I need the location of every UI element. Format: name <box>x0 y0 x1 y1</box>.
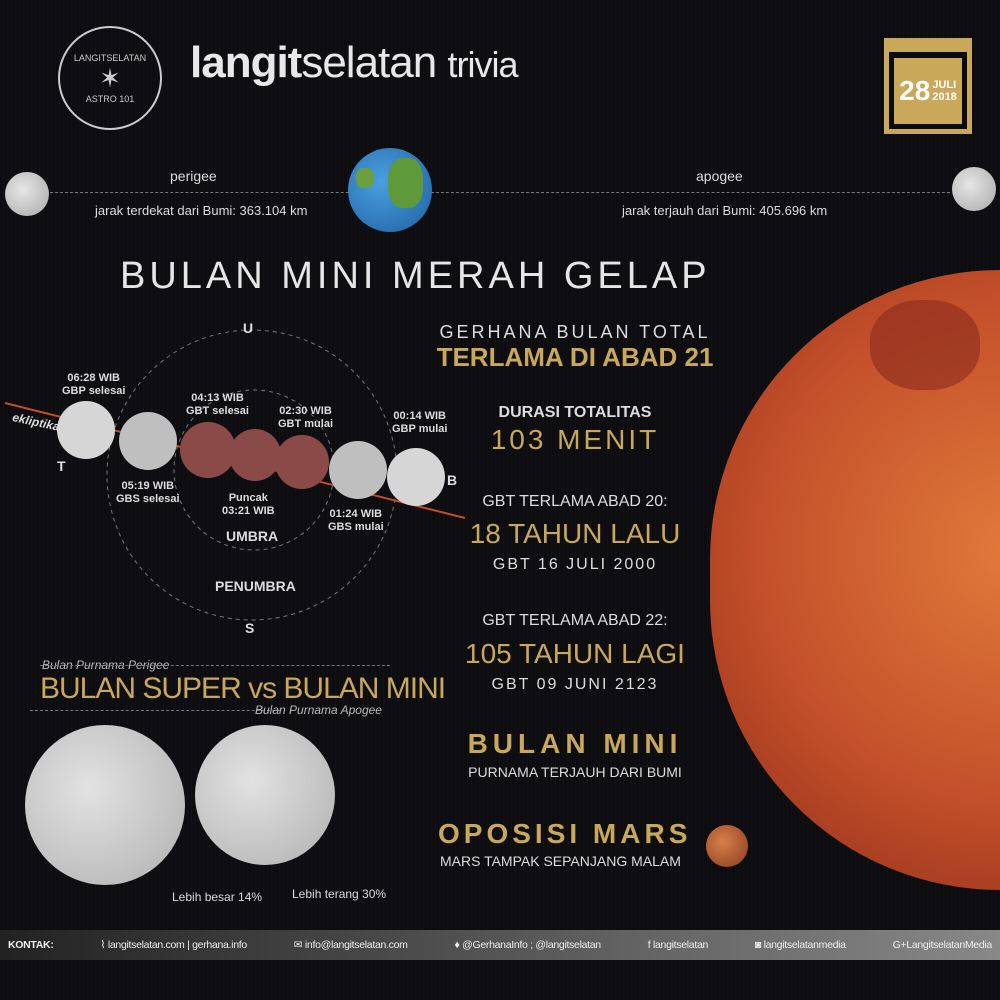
apogee-moon <box>952 167 996 211</box>
email-link[interactable]: info@langitselatan.com <box>304 939 408 951</box>
event-time: 00:14 WIB <box>393 410 446 422</box>
east-label: T <box>57 458 66 474</box>
gplus-icon: G+ <box>892 939 907 951</box>
twitter-link[interactable]: @GerhanaInfo ; @langitselatan <box>462 939 601 951</box>
fact-duration-value: 103 MENIT <box>490 424 660 455</box>
fact-20th-date: GBT 16 JULI 2000 <box>492 556 658 573</box>
moon-gbp-end <box>57 401 115 459</box>
footer-contact: KONTAK: ⌇ langitselatan.com | gerhana.in… <box>0 930 1000 960</box>
eclipse-diagram <box>4 329 466 621</box>
event-label: GBS mulai <box>328 521 384 533</box>
mail-icon: ✉ <box>293 939 305 951</box>
calendar-year: 2018 <box>932 91 957 103</box>
mars-dark-region <box>870 300 980 390</box>
moon-gbs-start <box>329 441 387 499</box>
perigee-moon <box>5 172 49 216</box>
event-label: GBP mulai <box>392 423 448 435</box>
fact-22nd-date: GBT 09 JUNI 2123 <box>491 676 659 693</box>
footer-email[interactable]: ✉ info@langitselatan.com <box>294 939 408 951</box>
twitter-icon: ♦ <box>454 939 463 951</box>
fact-22nd-value: 105 TAHUN LAGI <box>465 638 685 669</box>
west-label: B <box>447 472 458 488</box>
event-label: GBT mulai <box>278 418 334 430</box>
perigee-distance: jarak terdekat dari Bumi: 363.104 km <box>95 203 308 218</box>
perigee-label: perigee <box>170 168 217 184</box>
fact-mini-moon: BULAN MINI <box>467 728 683 759</box>
logo: LANGITSELATAN ✶ ASTRO 101 <box>58 26 162 130</box>
calendar-icon: 28 JULI 2018 <box>884 38 972 134</box>
event-time: 03:21 WIB <box>222 505 275 517</box>
bigger-label: Lebih besar 14% <box>172 890 263 904</box>
south-label: S <box>245 620 255 636</box>
footer-instagram[interactable]: ◙ langitselatanmedia <box>755 939 846 951</box>
brand-bold: langit <box>190 38 302 87</box>
web-link[interactable]: langitselatan.com | gerhana.info <box>107 939 247 951</box>
fact-longest-21st: TERLAMA DI ABAD 21 <box>436 342 714 372</box>
mars-small-icon <box>706 825 748 867</box>
moon-gbp-start <box>387 448 445 506</box>
mini-moon <box>195 725 335 865</box>
contact-label: KONTAK: <box>8 939 54 951</box>
instagram-link[interactable]: langitselatanmedia <box>763 939 846 951</box>
rss-icon: ⌇ <box>100 939 108 951</box>
event-label: GBS selesai <box>116 493 180 505</box>
brand-light: selatan <box>301 38 437 87</box>
fact-20th-label: GBT TERLAMA ABAD 20: <box>482 493 668 510</box>
brand-suffix: trivia <box>447 44 518 85</box>
footer-web[interactable]: ⌇ langitselatan.com | gerhana.info <box>100 939 247 951</box>
brighter-label: Lebih terang 30% <box>292 887 387 901</box>
event-time: 02:30 WIB <box>279 405 332 417</box>
astronomer-icon: ✶ <box>99 62 121 93</box>
compare-title: BULAN SUPER vs BULAN MINI <box>40 672 446 705</box>
apogee-distance: jarak terjauh dari Bumi: 405.696 km <box>622 203 828 218</box>
calendar-day: 28 <box>899 75 931 106</box>
divider <box>40 665 390 666</box>
divider <box>30 710 280 711</box>
apogee-caption: Bulan Purnama Apogee <box>255 703 382 717</box>
umbra-label: UMBRA <box>226 528 279 544</box>
event-time: 04:13 WIB <box>191 392 244 404</box>
earth-icon <box>348 148 432 232</box>
moon-peak <box>229 429 281 481</box>
fact-mars-desc: MARS TAMPAK SEPANJANG MALAM <box>440 853 681 869</box>
event-label: GBP selesai <box>62 385 126 397</box>
fact-duration-label: DURASI TOTALITAS <box>498 404 652 421</box>
apogee-label: apogee <box>696 168 743 184</box>
fact-total-eclipse: GERHANA BULAN TOTAL <box>439 322 711 342</box>
logo-text-bottom: ASTRO 101 <box>85 93 135 104</box>
gplus-link[interactable]: LangitselatanMedia <box>906 939 992 951</box>
moon-gbt-end <box>180 422 236 478</box>
facebook-link[interactable]: langitselatan <box>652 939 709 951</box>
moon-gbt-start <box>275 435 329 489</box>
main-title: BULAN MINI MERAH GELAP <box>120 255 711 297</box>
super-moon <box>25 725 185 885</box>
distance-line <box>50 192 950 193</box>
fact-22nd-label: GBT TERLAMA ABAD 22: <box>482 612 668 629</box>
calendar-month: JULI <box>932 79 957 91</box>
penumbra-label: PENUMBRA <box>215 578 296 594</box>
fact-mars-opposition: OPOSISI MARS <box>438 818 692 849</box>
event-label: GBT selesai <box>186 405 249 417</box>
fact-20th-value: 18 TAHUN LALU <box>469 518 681 549</box>
moon-gbs-end <box>119 412 177 470</box>
fact-mini-moon-desc: PURNAMA TERJAUH DARI BUMI <box>468 764 682 780</box>
footer-facebook[interactable]: f langitselatan <box>647 939 709 951</box>
event-label: Puncak <box>228 492 268 504</box>
footer-gplus[interactable]: G+LangitselatanMedia <box>892 939 993 951</box>
header-title: langitselatan trivia <box>190 38 518 88</box>
facebook-icon: f <box>647 939 653 951</box>
logo-text-top: LANGITSELATAN <box>73 52 147 63</box>
north-label: U <box>243 320 254 336</box>
footer-twitter[interactable]: ♦ @GerhanaInfo ; @langitselatan <box>454 939 601 951</box>
event-time: 01:24 WIB <box>329 508 383 520</box>
instagram-icon: ◙ <box>754 939 764 951</box>
event-time: 05:19 WIB <box>121 480 175 492</box>
event-time: 06:28 WIB <box>67 372 120 384</box>
